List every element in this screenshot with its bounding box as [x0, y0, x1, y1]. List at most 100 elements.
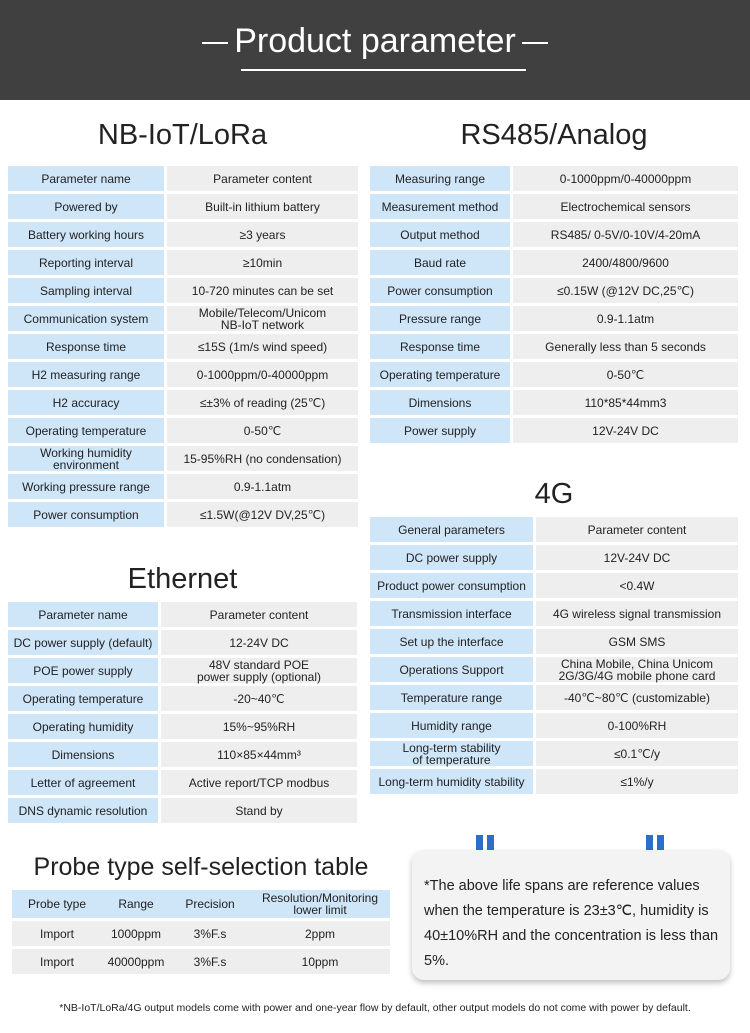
nb-param-value: ≤±3% of reading (25℃) — [167, 390, 358, 415]
nb-row: Working humidity environment 15-95%RH (no … — [8, 446, 358, 471]
rs-param-value: 12V-24V DC — [513, 418, 738, 443]
rs-param-value: Electrochemical sensors — [513, 194, 738, 219]
rs-param-name: Baud rate — [370, 250, 513, 275]
eth-row: DNS dynamic resolution Stand by — [8, 798, 357, 823]
rs-row: Power consumption ≤0.15W (@12V DC,25℃) — [370, 278, 738, 303]
nb-row: Powered by Built-in lithium battery — [8, 194, 358, 219]
g4-row: Transmission interface 4G wireless signal… — [370, 601, 738, 626]
probe-cell: Import — [12, 921, 102, 946]
g4-row: Long-term humidity stability ≤1%/y — [370, 769, 738, 794]
g4-spec-table: General parameters Parameter content DC po… — [370, 514, 738, 797]
nb-param-value: 15-95%RH (no condensation) — [167, 446, 358, 471]
nb-param-name: Response time — [8, 334, 167, 359]
rs-param-name: Output method — [370, 222, 513, 247]
nb-row: H2 accuracy ≤±3% of reading (25℃) — [8, 390, 358, 415]
rs-param-value: 2400/4800/9600 — [513, 250, 738, 275]
nb-param-value: ≤15S (1m/s wind speed) — [167, 334, 358, 359]
nb-param-value: ≥3 years — [167, 222, 358, 247]
rs-param-name: Dimensions — [370, 390, 513, 415]
rs-param-value: Generally less than 5 seconds — [513, 334, 738, 359]
eth-param-value: 48V standard POE power supply (optional) — [161, 658, 357, 683]
nb-row: Working pressure range 0.9-1.1atm — [8, 474, 358, 499]
nb-param-name: Working humidity environment — [8, 446, 167, 471]
page-title: Product parameter — [234, 22, 516, 60]
nb-row: Reporting interval ≥10min — [8, 250, 358, 275]
g4-param-value: ≤0.1℃/y — [536, 741, 738, 766]
rs-param-name: Power supply — [370, 418, 513, 443]
note-card: *The above life spans are reference valu… — [412, 850, 730, 980]
nb-param-name: Parameter name — [8, 166, 167, 191]
probe-column-header: Range — [102, 890, 170, 918]
nb-row: Battery working hours ≥3 years — [8, 222, 358, 247]
nb-param-value: Built-in lithium battery — [167, 194, 358, 219]
nb-param-name: Working pressure range — [8, 474, 167, 499]
eth-param-name: Operating temperature — [8, 686, 161, 711]
rs-row: Measurement method Electrochemical sensor… — [370, 194, 738, 219]
nb-row: Sampling interval 10-720 minutes can be s… — [8, 278, 358, 303]
nb-param-value: 0-1000ppm/0-40000ppm — [167, 362, 358, 387]
eth-row: Parameter name Parameter content — [8, 602, 357, 627]
note-text: *The above life spans are reference valu… — [424, 878, 719, 969]
nb-param-name: Battery working hours — [8, 222, 167, 247]
eth-param-value: 110×85×44mm³ — [161, 742, 357, 767]
nb-spec-table: Parameter name Parameter content Powered b… — [8, 163, 358, 530]
g4-row: Long-term stability of temperature ≤0.1℃/y — [370, 741, 738, 766]
nb-param-name: Sampling interval — [8, 278, 167, 303]
eth-param-name: Letter of agreement — [8, 770, 161, 795]
footer-note: *NB-IoT/LoRa/4G output models come with … — [59, 1002, 691, 1014]
g4-param-value: -40℃~80℃ (customizable) — [536, 685, 738, 710]
eth-param-name: Operating humidity — [8, 714, 161, 739]
rs-row: Response time Generally less than 5 secon… — [370, 334, 738, 359]
g4-row: Operations Support China Mobile, China Un… — [370, 657, 738, 682]
rs-param-name: Pressure range — [370, 306, 513, 331]
rs-param-value: ≤0.15W (@12V DC,25℃) — [513, 278, 738, 303]
g4-param-name: Transmission interface — [370, 601, 536, 626]
rs-row: Measuring range 0-1000ppm/0-40000ppm — [370, 166, 738, 191]
eth-row: Operating temperature -20~40℃ — [8, 686, 357, 711]
g4-param-name: General parameters — [370, 517, 536, 542]
nb-param-value: 0.9-1.1atm — [167, 474, 358, 499]
nb-param-name: Operating temperature — [8, 418, 167, 443]
rs-section-title: RS485/Analog — [460, 119, 648, 151]
probe-column-header: Probe type — [12, 890, 102, 918]
nb-section-title: NB-IoT/LoRa — [97, 119, 268, 151]
g4-param-value: Parameter content — [536, 517, 738, 542]
nb-param-name: Powered by — [8, 194, 167, 219]
g4-param-value: 12V-24V DC — [536, 545, 738, 570]
title-underline — [241, 69, 526, 71]
rs-row: Dimensions 110*85*44mm3 — [370, 390, 738, 415]
g4-param-name: Product power consumption — [370, 573, 536, 598]
g4-param-name: DC power supply — [370, 545, 536, 570]
nb-param-name: Power consumption — [8, 502, 167, 527]
eth-param-name: POE power supply — [8, 658, 161, 683]
probe-table: Probe type Range Precision Resolution/Monit… — [12, 887, 390, 977]
eth-param-name: DC power supply (default) — [8, 630, 161, 655]
g4-row: General parameters Parameter content — [370, 517, 738, 542]
probe-cell: 3%F.s — [170, 949, 250, 974]
eth-param-value: Stand by — [161, 798, 357, 823]
g4-row: Product power consumption <0.4W — [370, 573, 738, 598]
nb-param-value: ≥10min — [167, 250, 358, 275]
header-banner — [0, 0, 750, 100]
nb-row: Parameter name Parameter content — [8, 166, 358, 191]
nb-row: Communication system Mobile/Telecom/Unico… — [8, 306, 358, 331]
g4-param-name: Humidity range — [370, 713, 536, 738]
rs-param-name: Power consumption — [370, 278, 513, 303]
g4-param-value: China Mobile, China Unicom 2G/3G/4G mobil… — [536, 657, 738, 682]
rs-param-value: 0-50℃ — [513, 362, 738, 387]
eth-row: Letter of agreement Active report/TCP mod… — [8, 770, 357, 795]
nb-param-name: Reporting interval — [8, 250, 167, 275]
nb-param-value: Mobile/Telecom/Unicom NB-IoT network — [167, 306, 358, 331]
probe-cell: 3%F.s — [170, 921, 250, 946]
rs-param-name: Measuring range — [370, 166, 513, 191]
page-title-wrap: Product parameter — [0, 20, 750, 62]
rs-row: Power supply 12V-24V DC — [370, 418, 738, 443]
g4-row: Temperature range -40℃~80℃ (customizable) — [370, 685, 738, 710]
g4-section-title: 4G — [534, 478, 574, 510]
probe-row: Import 40000ppm 3%F.s 10ppm — [12, 949, 390, 974]
rs-param-value: 110*85*44mm3 — [513, 390, 738, 415]
eth-row: POE power supply 48V standard POE power su… — [8, 658, 357, 683]
eth-row: DC power supply (default) 12-24V DC — [8, 630, 357, 655]
nb-row: Power consumption ≤1.5W(@12V DV,25℃) — [8, 502, 358, 527]
g4-param-name: Long-term humidity stability — [370, 769, 536, 794]
